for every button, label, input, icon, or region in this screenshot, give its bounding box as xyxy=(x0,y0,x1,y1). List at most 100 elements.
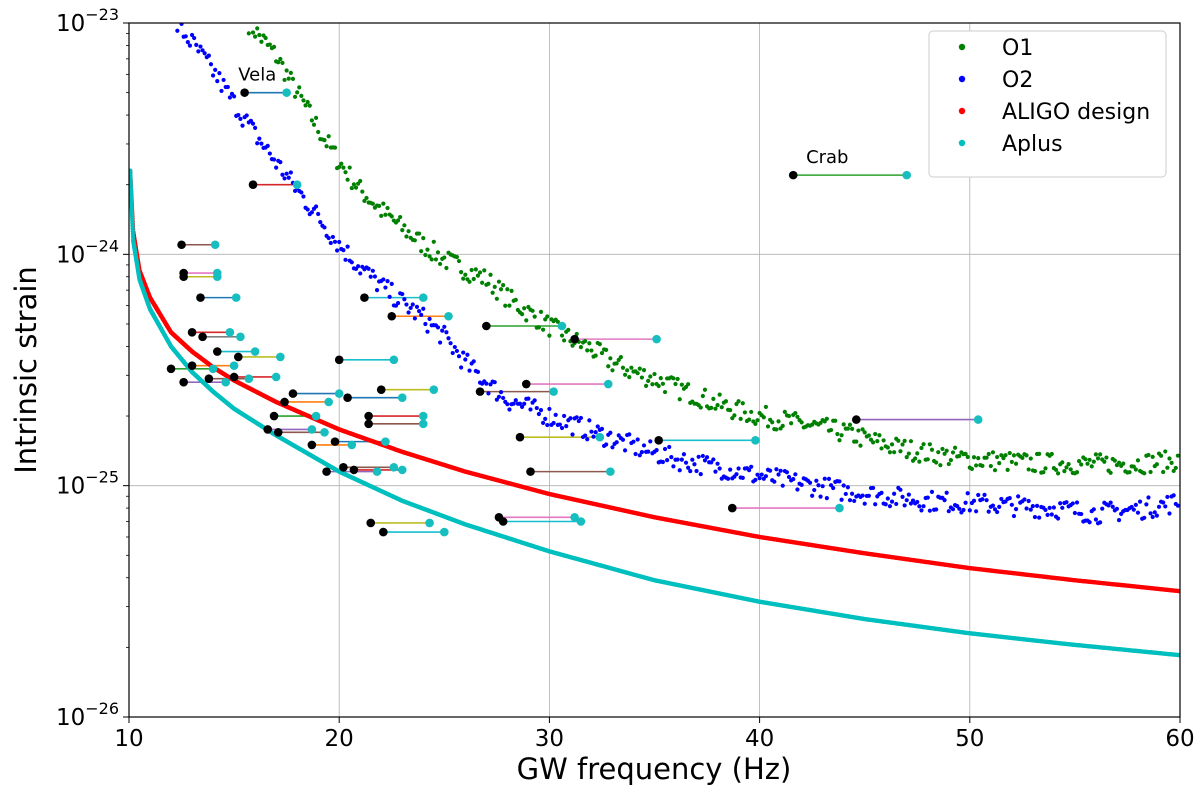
pulsar-projected-point xyxy=(397,465,407,475)
series-point xyxy=(837,479,842,484)
series-point xyxy=(719,405,724,410)
series-point xyxy=(467,368,472,373)
series-point xyxy=(982,492,987,498)
legend-box xyxy=(928,30,1167,178)
pulsar-observed-point xyxy=(280,397,289,407)
series-point xyxy=(679,457,684,462)
series-point xyxy=(461,276,466,281)
series-point xyxy=(349,185,354,191)
series-point xyxy=(326,235,331,241)
series-point xyxy=(757,475,762,481)
series-point xyxy=(1062,469,1067,474)
series-point xyxy=(646,378,651,383)
series-point xyxy=(667,444,672,450)
pulsar-projected-point xyxy=(425,518,434,528)
pulsar-projected-point xyxy=(276,352,285,362)
series-point xyxy=(559,425,565,431)
series-point xyxy=(301,194,306,199)
series-point xyxy=(1131,464,1136,469)
series-point xyxy=(614,361,619,366)
x-tick-label: 50 xyxy=(955,726,984,752)
series-point xyxy=(898,449,903,454)
pulsar-projected-point xyxy=(250,347,260,356)
series-point xyxy=(334,248,340,253)
series-point xyxy=(347,165,352,170)
series-point xyxy=(309,118,314,123)
pulsar-observed-point xyxy=(526,467,535,476)
series-point xyxy=(984,455,989,460)
series-point xyxy=(1146,495,1151,500)
series-point xyxy=(1163,449,1168,454)
series-point xyxy=(988,463,993,469)
series-point xyxy=(700,453,705,459)
series-point xyxy=(511,401,516,406)
pulsar-observed-point xyxy=(204,374,214,383)
series-point xyxy=(377,203,382,208)
series-point xyxy=(444,265,449,271)
series-point xyxy=(402,297,407,302)
annotation-vela: Vela xyxy=(238,65,276,86)
series-point xyxy=(423,252,428,258)
series-point xyxy=(326,134,331,139)
series-point xyxy=(622,372,628,377)
series-point xyxy=(219,88,224,94)
series-point xyxy=(282,176,287,181)
series-point xyxy=(545,422,550,428)
series-point xyxy=(444,330,449,335)
series-point xyxy=(824,496,829,501)
series-point xyxy=(351,182,357,187)
series-point xyxy=(652,371,657,377)
series-point xyxy=(1142,471,1147,476)
pulsar-observed-point xyxy=(498,517,508,526)
series-point xyxy=(995,454,1000,460)
series-point xyxy=(295,90,300,95)
pulsar-projected-point xyxy=(320,428,329,437)
series-point xyxy=(253,34,258,39)
series-point xyxy=(292,188,298,194)
series-point xyxy=(683,460,689,465)
series-point xyxy=(309,210,314,215)
series-point xyxy=(1154,462,1159,467)
series-point xyxy=(1001,455,1006,461)
series-point xyxy=(963,451,968,456)
series-point xyxy=(1068,467,1073,472)
series-point xyxy=(555,319,560,324)
series-point xyxy=(971,455,977,460)
series-point xyxy=(725,476,731,481)
series-point xyxy=(1108,500,1113,505)
series-point xyxy=(339,161,344,166)
series-point xyxy=(408,305,413,311)
series-point xyxy=(976,492,981,498)
series-point xyxy=(749,464,754,469)
series-point xyxy=(566,327,571,332)
series-point xyxy=(1045,512,1050,517)
series-point xyxy=(456,354,462,359)
series-point xyxy=(791,476,796,482)
series-point xyxy=(946,461,951,467)
series-point xyxy=(540,420,546,426)
y-tick-base: 10 xyxy=(56,474,85,500)
series-point xyxy=(198,44,203,49)
series-point xyxy=(599,426,605,432)
series-point xyxy=(1066,462,1071,467)
series-point xyxy=(374,287,380,293)
series-point xyxy=(648,374,653,379)
series-point xyxy=(395,300,401,306)
series-point xyxy=(965,491,970,496)
series-point xyxy=(528,407,533,412)
series-point xyxy=(957,453,962,459)
series-point xyxy=(999,496,1004,502)
series-point xyxy=(1049,451,1054,457)
series-point xyxy=(837,438,842,443)
series-point xyxy=(1127,470,1132,475)
series-point xyxy=(1041,470,1046,475)
series-point xyxy=(799,420,804,425)
series-point xyxy=(187,43,193,48)
pulsar-projected-point xyxy=(210,240,220,250)
series-point xyxy=(179,23,184,27)
series-point xyxy=(919,445,924,451)
series-point xyxy=(835,431,840,437)
pulsar-observed-point xyxy=(263,425,273,434)
series-point xyxy=(902,438,907,443)
series-point xyxy=(999,453,1004,458)
